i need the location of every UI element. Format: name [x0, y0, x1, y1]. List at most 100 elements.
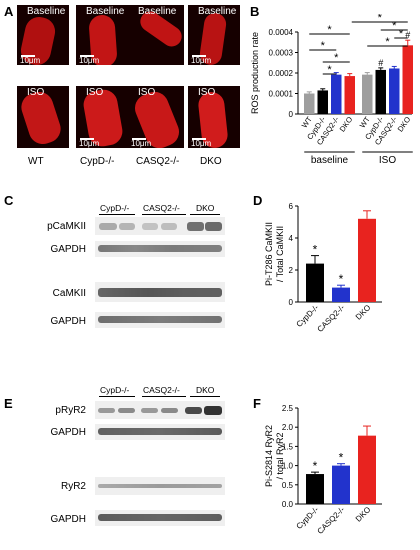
lane-header-casq2: CASQ2-/- — [143, 203, 180, 213]
y-tick-label: 0.0004 — [269, 28, 294, 37]
y-tick-label: 1.0 — [282, 462, 294, 471]
star-annotation: * — [321, 40, 326, 52]
blot-label-gapdh: GAPDH — [50, 427, 86, 438]
lane-bracket — [99, 214, 135, 215]
group-label-casq2: CASQ2-/- — [136, 156, 180, 167]
lane-bracket — [142, 214, 186, 215]
star-annotation: * — [339, 451, 344, 465]
x-tick-label: DKO — [338, 115, 355, 134]
scale-label: 10μm — [131, 139, 152, 148]
lane-header-dko: DKO — [196, 203, 215, 213]
lane-header-casq2: CASQ2-/- — [143, 385, 180, 395]
hash-annotation: # — [378, 58, 383, 68]
panel-letter-e: E — [4, 396, 13, 411]
group-label-cypd: CypD-/- — [80, 156, 115, 167]
bar — [331, 74, 342, 114]
blot-strip-camkii — [95, 282, 225, 302]
y-axis-label: Pi-S2814 RyR2 — [264, 425, 274, 487]
lane-header-dko: DKO — [196, 385, 215, 395]
micrograph-cypd-baseline: Baseline 10μm — [76, 5, 128, 65]
bar — [306, 263, 324, 302]
scale-label: 10μm — [191, 56, 212, 65]
blot-strip-gapdh-e — [95, 424, 225, 440]
bar — [358, 218, 376, 302]
blot-strip-ryr2 — [95, 477, 225, 495]
y-tick-label: 0.0003 — [269, 49, 294, 58]
x-tick-label: CASQ2-/- — [316, 303, 347, 334]
lane-bracket — [142, 396, 186, 397]
bar — [306, 474, 324, 504]
x-tick-label: DKO — [354, 505, 373, 524]
bar — [317, 90, 328, 114]
micrograph-dko-iso: ISO 10μm — [188, 86, 240, 148]
y-axis-label: / Total CaMKII — [275, 226, 285, 282]
blot-label-camkii: CaMKII — [52, 288, 86, 299]
blot-label-gapdh: GAPDH — [50, 316, 86, 327]
scale-label: 10μm — [79, 139, 100, 148]
lane-bracket — [99, 396, 135, 397]
blot-strip-gapdh-2 — [95, 312, 225, 328]
scale-label: 10μm — [191, 139, 212, 148]
micrograph-casq2-baseline: Baseline — [128, 5, 184, 65]
panel-letter-d: D — [253, 193, 263, 208]
blot-label-pcamkii: pCaMKII — [47, 221, 86, 232]
blot-strip-gapdh — [95, 241, 225, 257]
panel-letter-a: A — [4, 4, 14, 19]
y-tick-label: 2.0 — [282, 423, 294, 432]
group-label: ISO — [379, 155, 396, 166]
y-tick-label: 0.0 — [282, 500, 294, 509]
bar — [402, 45, 413, 115]
y-tick-label: 0.0001 — [269, 90, 294, 99]
micrograph-casq2-iso: ISO 10μm — [128, 86, 184, 148]
bar — [332, 465, 350, 504]
panel-letter-f: F — [253, 396, 261, 411]
star-annotation: * — [378, 14, 383, 24]
bar — [344, 76, 355, 114]
y-tick-label: 0.0002 — [269, 69, 294, 78]
micrograph-wt-baseline: Baseline 10μm — [17, 5, 69, 65]
scale-label: 10μm — [20, 56, 41, 65]
x-tick-label: CASQ2-/- — [316, 505, 347, 536]
group-label-dko: DKO — [200, 156, 222, 167]
blot-strip-gapdh-e2 — [95, 510, 225, 526]
star-annotation: * — [327, 24, 332, 36]
micro-label: ISO — [198, 87, 216, 98]
x-tick-label: DKO — [396, 115, 413, 134]
micro-label: ISO — [27, 87, 45, 98]
y-tick-label: 0.5 — [282, 481, 294, 490]
lane-header-cypd: CypD-/- — [100, 385, 130, 395]
scale-label: 10μm — [79, 56, 100, 65]
y-axis-label: Pi-T286 CaMKII — [264, 222, 274, 286]
y-axis-label: / total RyR2 — [275, 432, 285, 479]
y-axis-label: ROS production rate — [250, 32, 260, 114]
lane-bracket — [190, 396, 220, 397]
star-annotation: * — [392, 20, 397, 32]
y-tick-label: 2 — [289, 266, 294, 275]
panel-letter-c: C — [4, 193, 14, 208]
star-annotation: * — [313, 459, 318, 473]
group-label: baseline — [311, 155, 349, 166]
star-annotation: * — [339, 272, 344, 286]
bar — [332, 287, 350, 302]
star-annotation: * — [327, 64, 332, 76]
chart-b: 0 0.0001 0.0002 0.0003 0.0004 ROS production … — [250, 14, 413, 166]
micro-label: Baseline — [198, 6, 237, 17]
micro-label: Baseline — [138, 6, 177, 17]
star-annotation: * — [334, 52, 339, 64]
group-label-wt: WT — [28, 156, 44, 167]
bar — [375, 69, 386, 114]
y-tick-label: 0 — [289, 110, 294, 119]
y-tick-label: 1.5 — [282, 442, 294, 451]
bar — [362, 74, 373, 114]
star-annotation: * — [399, 28, 404, 40]
blot-label-pryr2: pRyR2 — [55, 405, 86, 416]
blot-label-ryr2: RyR2 — [60, 481, 86, 492]
micrograph-cypd-iso: ISO 10μm — [76, 86, 128, 148]
y-tick-label: 6 — [289, 202, 294, 211]
blot-label-gapdh: GAPDH — [50, 244, 86, 255]
panel-letter-b: B — [250, 4, 260, 19]
micro-label: Baseline — [86, 6, 125, 17]
y-tick-label: 2.5 — [282, 404, 294, 413]
micro-label: ISO — [138, 87, 156, 98]
